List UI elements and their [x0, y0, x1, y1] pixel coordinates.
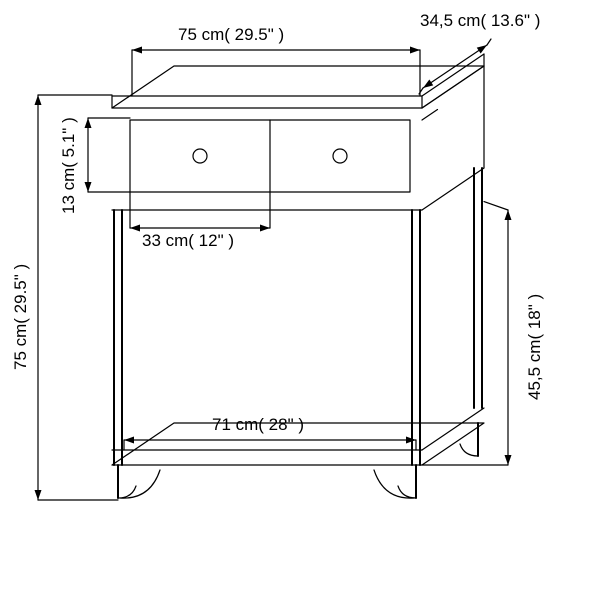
dim-depth-top-label: 34,5 cm( 13.6" ): [420, 12, 540, 31]
diagram-svg: [0, 0, 600, 600]
diagram-stage: 75 cm( 29.5" ) 34,5 cm( 13.6" ) 13 cm( 5…: [0, 0, 600, 600]
dim-bottom-width-label: 71 cm( 28" ): [212, 416, 304, 435]
dim-lower-height-label: 45,5 cm( 18" ): [526, 294, 545, 400]
dim-total-height-label: 75 cm( 29.5" ): [12, 264, 31, 370]
dim-width-top-label: 75 cm( 29.5" ): [178, 26, 284, 45]
dim-drawer-height-label: 13 cm( 5.1" ): [60, 117, 79, 214]
dim-drawer-width-label: 33 cm( 12" ): [142, 232, 234, 251]
